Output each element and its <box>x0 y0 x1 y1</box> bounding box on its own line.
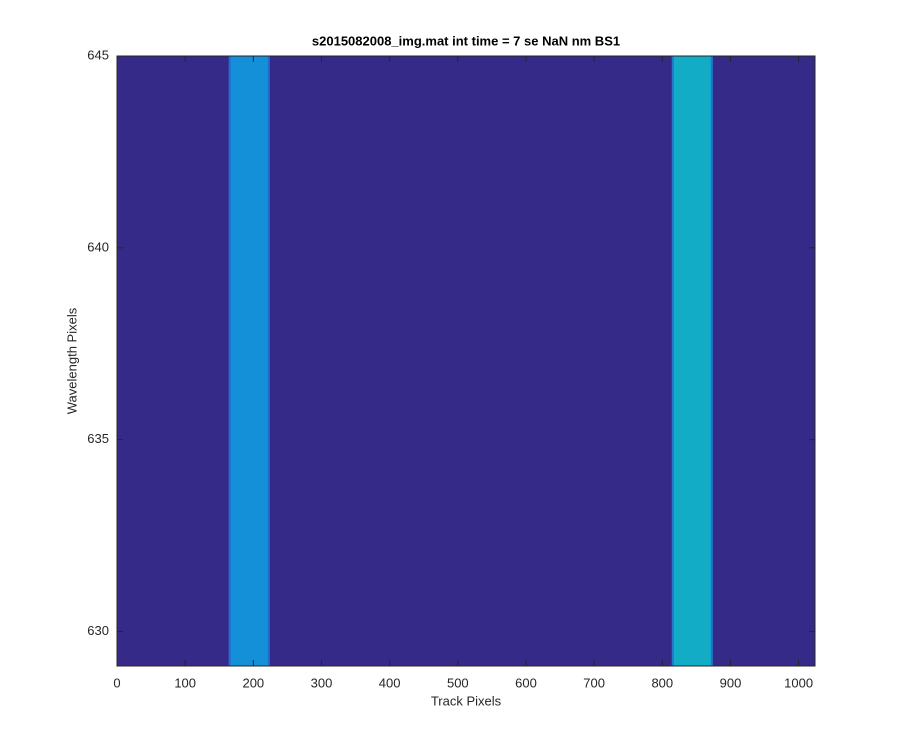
x-axis-label: Track Pixels <box>431 693 502 708</box>
x-tick-label: 200 <box>242 675 264 690</box>
x-tick-label: 100 <box>174 675 196 690</box>
x-tick-label: 700 <box>583 675 605 690</box>
y-tick-label: 640 <box>87 239 109 254</box>
intensity-band <box>228 56 270 666</box>
band-edge <box>228 56 231 666</box>
chart-title: s2015082008_img.mat int time = 7 se NaN … <box>312 33 620 48</box>
x-tick-label: 400 <box>379 675 401 690</box>
axes-box <box>116 55 816 667</box>
band-edge <box>671 56 674 666</box>
band-edge <box>267 56 270 666</box>
y-tick-label: 645 <box>87 47 109 62</box>
x-tick-label: 800 <box>651 675 673 690</box>
y-tick-label: 630 <box>87 623 109 638</box>
y-axis-label: Wavelength Pixels <box>64 307 79 414</box>
x-tick-label: 300 <box>311 675 333 690</box>
x-tick-label: 600 <box>515 675 537 690</box>
x-tick-label: 900 <box>720 675 742 690</box>
x-tick-label: 500 <box>447 675 469 690</box>
intensity-band <box>671 56 713 666</box>
band-edge <box>710 56 713 666</box>
x-tick-label: 0 <box>113 675 120 690</box>
x-tick-label: 1000 <box>784 675 813 690</box>
y-tick-label: 635 <box>87 431 109 446</box>
